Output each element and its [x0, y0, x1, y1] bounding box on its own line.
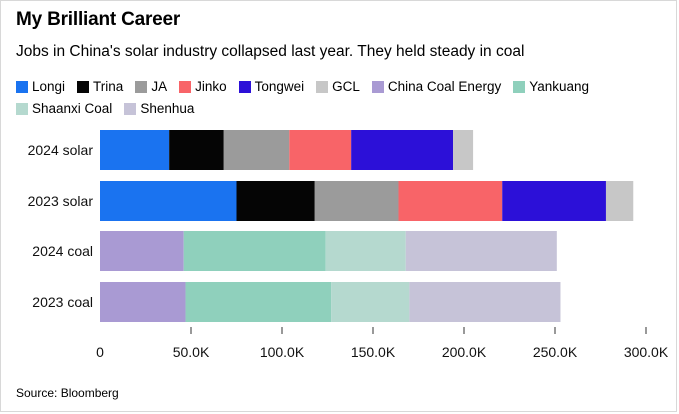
- category-label: 2023 solar: [28, 193, 94, 209]
- bar-segment: [236, 181, 315, 221]
- x-tick-label: 150.0K: [351, 344, 396, 360]
- bar-segment: [185, 282, 332, 322]
- legend-item: Yankuang: [513, 77, 589, 97]
- chart-title: My Brilliant Career: [16, 9, 181, 30]
- legend-label: Trina: [93, 79, 124, 94]
- x-tick-label: 100.0K: [260, 344, 305, 360]
- bar-segment: [351, 130, 454, 170]
- legend-label: Longi: [32, 79, 66, 94]
- legend-swatch: [77, 81, 90, 93]
- legend-label: Shenhua: [140, 101, 195, 116]
- legend-item: Shaanxi Coal: [16, 99, 112, 119]
- legend-item: Tongwei: [238, 77, 305, 97]
- legend-item: JA: [135, 77, 167, 97]
- legend-label: Tongwei: [254, 79, 305, 94]
- chart-legend: Longi Trina JA Jinko Tongwei GCL China Coal En…: [16, 77, 671, 121]
- bar-segment: [100, 181, 237, 221]
- category-label: 2023 coal: [32, 294, 93, 310]
- x-tick-label: 200.0K: [442, 344, 487, 360]
- bar-segment: [502, 181, 606, 221]
- legend-swatch: [513, 81, 526, 93]
- category-label: 2024 coal: [32, 243, 93, 259]
- bar-segment: [289, 130, 352, 170]
- x-tick-label: 300.0K: [624, 344, 669, 360]
- legend-swatch: [371, 81, 384, 93]
- legend-label: Yankuang: [529, 79, 590, 94]
- legend-swatch: [16, 81, 28, 93]
- legend-item: Longi: [16, 77, 65, 97]
- legend-label: Jinko: [195, 79, 227, 94]
- category-label: 2024 solar: [28, 142, 94, 158]
- bar-segment: [405, 231, 557, 271]
- legend-item: Shenhua: [124, 99, 194, 119]
- bar-segment: [100, 231, 184, 271]
- bar-segment: [398, 181, 503, 221]
- bar-segment: [223, 130, 290, 170]
- legend-item: GCL: [316, 77, 360, 97]
- legend-label: GCL: [332, 79, 360, 94]
- legend-swatch: [124, 103, 137, 115]
- bar-segment: [183, 231, 326, 271]
- bar-segment: [100, 282, 186, 322]
- x-tick-label: 250.0K: [533, 344, 578, 360]
- legend-swatch: [135, 81, 148, 93]
- x-tick-label: 50.0K: [173, 344, 210, 360]
- legend-item: China Coal Energy: [371, 77, 502, 97]
- bar-segment: [325, 231, 406, 271]
- legend-item: Trina: [77, 77, 123, 97]
- bar-segment: [331, 282, 410, 322]
- legend-swatch: [238, 81, 251, 93]
- bar-segment: [169, 130, 224, 170]
- legend-label: JA: [151, 79, 168, 94]
- bar-segment: [314, 181, 399, 221]
- legend-swatch: [16, 103, 28, 115]
- x-tick-label: 0: [96, 344, 104, 360]
- source-note: Source: Bloomberg: [16, 386, 119, 400]
- legend-swatch: [316, 81, 329, 93]
- legend-item: Jinko: [179, 77, 227, 97]
- bar-segment: [605, 181, 634, 221]
- bar-segment: [453, 130, 474, 170]
- bar-segment: [409, 282, 561, 322]
- legend-label: Shaanxi Coal: [32, 101, 113, 116]
- legend-label: China Coal Energy: [387, 79, 502, 94]
- bar-segment: [100, 130, 170, 170]
- legend-swatch: [179, 81, 192, 93]
- chart-subtitle: Jobs in China's solar industry collapsed…: [16, 43, 525, 60]
